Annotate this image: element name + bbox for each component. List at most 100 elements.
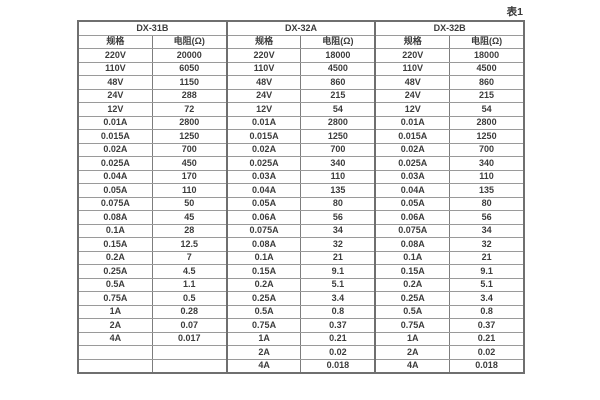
cell-resistance: 860 <box>449 75 525 90</box>
table-row: 220V 20000 220V 18000 220V 18000 <box>76 48 525 63</box>
table-row: 0.75A 0.5 0.25A 3.4 0.25A 3.4 <box>76 291 525 306</box>
table-row: 0.1A 28 0.075A 34 0.075A 34 <box>76 223 525 238</box>
group-header-dx-32b: DX-32B <box>374 20 525 36</box>
cell-spec: 0.05A <box>374 196 451 211</box>
cell-spec: 0.75A <box>76 291 153 306</box>
cell-spec: 0.06A <box>374 210 451 225</box>
cell-resistance: 110 <box>151 183 228 198</box>
cell-resistance: 110 <box>300 169 376 184</box>
cell-spec: 48V <box>374 75 451 90</box>
cell-spec: 0.15A <box>225 264 302 279</box>
cell-spec: 0.025A <box>225 156 302 171</box>
cell-resistance: 340 <box>300 156 376 171</box>
cell-spec: 0.08A <box>76 210 153 225</box>
cell-resistance: 80 <box>300 196 376 211</box>
cell-spec: 0.5A <box>374 304 451 319</box>
table-row: 4A 0.017 1A 0.21 1A 0.21 <box>76 331 525 346</box>
cell-resistance: 0.37 <box>449 318 525 333</box>
group-header-row: DX-31B DX-32A DX-32B <box>77 20 525 36</box>
cell-resistance: 860 <box>300 75 376 90</box>
cell-resistance: 700 <box>300 142 376 157</box>
cell-spec: 1A <box>374 331 451 346</box>
cell-spec: 1A <box>225 331 302 346</box>
cell-resistance: 1250 <box>449 129 525 144</box>
cell-resistance: 700 <box>151 142 228 157</box>
cell-resistance: 20000 <box>151 48 228 63</box>
cell-spec: 0.25A <box>225 291 302 306</box>
cell-spec: 0.05A <box>76 183 153 198</box>
cell-spec: 220V <box>225 48 302 63</box>
cell-spec: 24V <box>374 88 451 103</box>
table-header: DX-31B DX-32A DX-32B 规格 电阻(Ω) 规格 电阻(Ω) 规格 电阻(Ω) <box>76 20 525 49</box>
cell-resistance: 0.37 <box>300 318 376 333</box>
cell-resistance: 4500 <box>300 61 376 76</box>
cell-spec: 0.05A <box>225 196 302 211</box>
cell-spec: 48V <box>225 75 302 90</box>
column-header-spec: 规格 <box>374 34 451 49</box>
cell-spec: 0.1A <box>225 250 302 265</box>
table-row: 24V 288 24V 215 24V 215 <box>76 88 525 103</box>
cell-resistance: 3.4 <box>449 291 525 306</box>
cell-spec: 0.15A <box>374 264 451 279</box>
column-header-resistance: 电阻(Ω) <box>449 34 525 49</box>
cell-spec: 24V <box>225 88 302 103</box>
table-row: 0.02A 700 0.02A 700 0.02A 700 <box>76 142 525 157</box>
cell-resistance: 450 <box>151 156 228 171</box>
cell-resistance: 34 <box>449 223 525 238</box>
cell-resistance: 6050 <box>151 61 228 76</box>
cell-spec: 0.015A <box>374 129 451 144</box>
group-header-dx-31b: DX-31B <box>77 20 228 36</box>
cell-resistance: 0.5 <box>151 291 228 306</box>
table-row: 0.025A 450 0.025A 340 0.025A 340 <box>76 156 525 171</box>
cell-resistance: 0.02 <box>300 345 376 360</box>
cell-spec: 0.08A <box>374 237 451 252</box>
cell-spec: 12V <box>374 102 451 117</box>
cell-resistance: 28 <box>151 223 228 238</box>
table-row: 0.01A 2800 0.01A 2800 0.01A 2800 <box>76 115 525 130</box>
cell-resistance: 0.8 <box>449 304 525 319</box>
cell-spec: 12V <box>76 102 153 117</box>
cell-resistance: 340 <box>449 156 525 171</box>
column-header-row: 规格 电阻(Ω) 规格 电阻(Ω) 规格 电阻(Ω) <box>76 34 525 49</box>
cell-resistance: 18000 <box>449 48 525 63</box>
cell-resistance: 0.018 <box>449 358 525 374</box>
cell-spec <box>76 345 153 360</box>
cell-resistance: 0.21 <box>300 331 376 346</box>
resistance-spec-table: DX-31B DX-32A DX-32B 规格 电阻(Ω) 规格 电阻(Ω) 规格 电阻(Ω) … <box>76 20 525 374</box>
cell-resistance: 0.21 <box>449 331 525 346</box>
cell-resistance: 3.4 <box>300 291 376 306</box>
cell-resistance: 21 <box>449 250 525 265</box>
cell-resistance: 135 <box>449 183 525 198</box>
cell-spec: 48V <box>76 75 153 90</box>
cell-spec: 0.2A <box>225 277 302 292</box>
cell-spec: 0.2A <box>374 277 451 292</box>
cell-spec: 0.25A <box>76 264 153 279</box>
cell-spec: 0.075A <box>76 196 153 211</box>
cell-spec: 0.75A <box>225 318 302 333</box>
cell-resistance: 288 <box>151 88 228 103</box>
cell-spec: 4A <box>374 358 451 374</box>
table-row: 48V 1150 48V 860 48V 860 <box>76 75 525 90</box>
cell-resistance: 9.1 <box>300 264 376 279</box>
cell-resistance: 170 <box>151 169 228 184</box>
cell-resistance: 50 <box>151 196 228 211</box>
cell-spec: 0.01A <box>76 115 153 130</box>
cell-resistance <box>151 345 228 360</box>
cell-resistance: 56 <box>449 210 525 225</box>
table-row: 2A 0.07 0.75A 0.37 0.75A 0.37 <box>76 318 525 333</box>
cell-spec: 4A <box>225 358 302 374</box>
table-row: 0.04A 170 0.03A 110 0.03A 110 <box>76 169 525 184</box>
cell-resistance: 215 <box>449 88 525 103</box>
cell-spec: 0.04A <box>225 183 302 198</box>
cell-resistance: 215 <box>300 88 376 103</box>
cell-resistance: 4500 <box>449 61 525 76</box>
cell-spec: 2A <box>225 345 302 360</box>
cell-spec: 0.75A <box>374 318 451 333</box>
column-header-resistance: 电阻(Ω) <box>300 34 376 49</box>
cell-spec: 0.03A <box>225 169 302 184</box>
cell-resistance: 12.5 <box>151 237 228 252</box>
cell-resistance: 1150 <box>151 75 228 90</box>
column-header-spec: 规格 <box>225 34 302 49</box>
group-header-dx-32a: DX-32A <box>225 20 376 36</box>
cell-spec: 0.02A <box>374 142 451 157</box>
